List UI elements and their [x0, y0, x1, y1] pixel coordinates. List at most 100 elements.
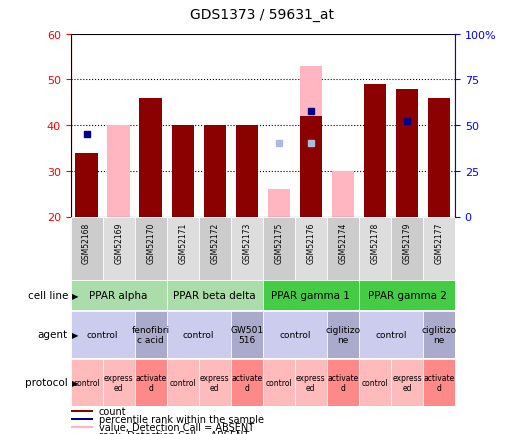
Text: ▶: ▶: [72, 291, 78, 300]
Text: control: control: [266, 378, 292, 387]
Text: activate
d: activate d: [327, 373, 359, 392]
Bar: [327, 359, 359, 406]
Text: fenofibri
c acid: fenofibri c acid: [132, 325, 170, 344]
Text: ▶: ▶: [72, 330, 78, 339]
Text: PPAR gamma 1: PPAR gamma 1: [271, 291, 350, 300]
Bar: [295, 217, 327, 280]
Text: activate
d: activate d: [135, 373, 166, 392]
Bar: [199, 359, 231, 406]
Bar: [71, 359, 103, 406]
Bar: [423, 311, 455, 358]
Text: GW501
516: GW501 516: [230, 325, 264, 344]
Text: GSM52177: GSM52177: [435, 222, 444, 263]
Bar: [263, 359, 295, 406]
Text: control: control: [361, 378, 388, 387]
Bar: [199, 217, 231, 280]
Text: GSM52171: GSM52171: [178, 222, 187, 263]
Bar: [363, 85, 386, 217]
Text: agent: agent: [38, 330, 68, 339]
Text: express
ed: express ed: [200, 373, 230, 392]
Text: express
ed: express ed: [392, 373, 422, 392]
Bar: [172, 130, 194, 217]
Text: control: control: [279, 330, 311, 339]
Bar: [71, 281, 167, 310]
Bar: [140, 99, 162, 217]
Text: ▶: ▶: [72, 378, 78, 387]
Text: rank, Detection Call = ABSENT: rank, Detection Call = ABSENT: [98, 431, 249, 434]
Text: express
ed: express ed: [296, 373, 326, 392]
Bar: [103, 359, 135, 406]
Bar: [167, 281, 263, 310]
Text: control: control: [87, 330, 118, 339]
Bar: [231, 217, 263, 280]
Bar: [167, 217, 199, 280]
Text: GDS1373 / 59631_at: GDS1373 / 59631_at: [189, 8, 334, 22]
Bar: [71, 410, 93, 411]
Text: GSM52173: GSM52173: [242, 222, 251, 263]
Bar: [235, 126, 258, 217]
Text: GSM52172: GSM52172: [210, 222, 219, 263]
Bar: [428, 99, 450, 217]
Bar: [75, 153, 98, 217]
Bar: [172, 126, 194, 217]
Bar: [71, 217, 103, 280]
Bar: [263, 311, 327, 358]
Bar: [423, 359, 455, 406]
Bar: [135, 217, 167, 280]
Text: count: count: [98, 406, 126, 416]
Text: GSM52176: GSM52176: [306, 222, 315, 263]
Bar: [359, 359, 391, 406]
Text: GSM52175: GSM52175: [275, 222, 283, 263]
Text: GSM52169: GSM52169: [114, 222, 123, 263]
Bar: [423, 217, 455, 280]
Bar: [359, 281, 455, 310]
Text: PPAR alpha: PPAR alpha: [89, 291, 148, 300]
Bar: [396, 89, 418, 217]
Text: activate
d: activate d: [423, 373, 454, 392]
Text: PPAR beta delta: PPAR beta delta: [174, 291, 256, 300]
Bar: [71, 426, 93, 428]
Bar: [391, 359, 423, 406]
Bar: [263, 281, 359, 310]
Bar: [71, 418, 93, 420]
Text: PPAR gamma 2: PPAR gamma 2: [368, 291, 447, 300]
Bar: [391, 217, 423, 280]
Bar: [263, 217, 295, 280]
Bar: [300, 117, 322, 217]
Bar: [167, 311, 231, 358]
Bar: [135, 311, 167, 358]
Bar: [295, 359, 327, 406]
Text: GSM52170: GSM52170: [146, 222, 155, 263]
Text: control: control: [183, 330, 214, 339]
Text: ciglitizo
ne: ciglitizo ne: [325, 325, 360, 344]
Bar: [327, 311, 359, 358]
Bar: [327, 217, 359, 280]
Text: cell line: cell line: [28, 291, 68, 300]
Bar: [107, 126, 130, 217]
Bar: [300, 66, 322, 217]
Bar: [231, 311, 263, 358]
Bar: [359, 217, 391, 280]
Text: control: control: [73, 378, 100, 387]
Text: percentile rank within the sample: percentile rank within the sample: [98, 414, 264, 424]
Bar: [135, 359, 167, 406]
Text: protocol: protocol: [25, 378, 68, 387]
Text: control: control: [169, 378, 196, 387]
Text: value, Detection Call = ABSENT: value, Detection Call = ABSENT: [98, 422, 254, 432]
Bar: [203, 126, 226, 217]
Text: GSM52179: GSM52179: [403, 222, 412, 263]
Bar: [103, 217, 135, 280]
Text: GSM52174: GSM52174: [338, 222, 347, 263]
Bar: [268, 190, 290, 217]
Text: express
ed: express ed: [104, 373, 133, 392]
Bar: [167, 359, 199, 406]
Text: GSM52168: GSM52168: [82, 222, 91, 263]
Text: GSM52178: GSM52178: [370, 222, 379, 263]
Bar: [332, 171, 354, 217]
Bar: [71, 311, 135, 358]
Bar: [231, 359, 263, 406]
Text: control: control: [375, 330, 407, 339]
Text: ciglitizo
ne: ciglitizo ne: [422, 325, 457, 344]
Bar: [359, 311, 423, 358]
Text: activate
d: activate d: [231, 373, 263, 392]
